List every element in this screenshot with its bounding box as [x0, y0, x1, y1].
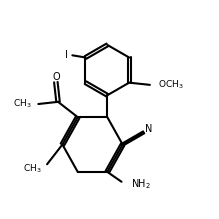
Text: N: N [145, 124, 153, 134]
Text: OCH$_3$: OCH$_3$ [158, 79, 183, 91]
Text: O: O [52, 72, 60, 82]
Text: CH$_3$: CH$_3$ [13, 98, 32, 110]
Text: I: I [65, 50, 68, 60]
Text: NH$_2$: NH$_2$ [131, 177, 151, 191]
Text: CH$_3$: CH$_3$ [23, 162, 42, 175]
